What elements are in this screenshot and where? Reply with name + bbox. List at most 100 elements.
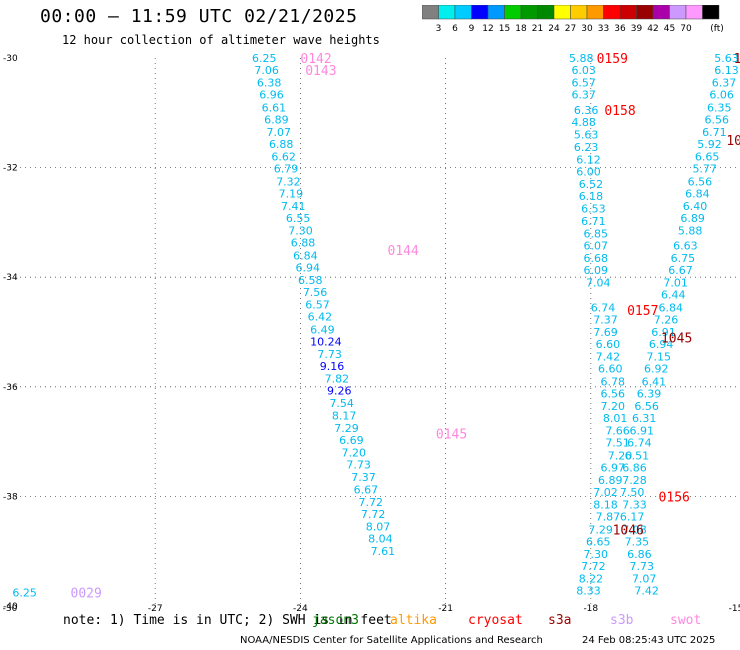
- wave-height-value: 6.67: [668, 264, 693, 277]
- page-subtitle: 12 hour collection of altimeter wave hei…: [62, 33, 380, 47]
- wave-height-value: 6.60: [598, 363, 623, 376]
- y-tick-label: -36: [3, 383, 18, 393]
- wave-height-value: 7.73: [346, 459, 371, 472]
- wave-height-value: 6.25: [12, 586, 36, 599]
- wave-height-value: 7.32: [276, 175, 301, 188]
- colorbar-tick-label: 12: [482, 24, 493, 34]
- legend-s3a: s3a: [548, 613, 572, 628]
- wave-height-value: 6.91: [651, 326, 676, 339]
- wave-height-value: 6.42: [308, 311, 333, 324]
- wave-height-value: 8.18: [593, 499, 618, 512]
- wave-height-value: 6.89: [264, 113, 289, 126]
- wave-height-value: 7.35: [625, 535, 650, 548]
- wave-height-value: 6.97: [600, 461, 625, 474]
- wave-height-value: 7.66: [605, 425, 630, 438]
- wave-height-value: 7.42: [634, 585, 659, 598]
- track-time-label: 0157: [627, 304, 658, 319]
- wave-height-value: 6.65: [695, 151, 720, 164]
- wave-height-value: 7.73: [317, 348, 342, 361]
- track-time-label: 0145: [436, 427, 467, 442]
- wave-height-value: 6.68: [584, 252, 609, 265]
- wave-height-value: 7.20: [600, 400, 625, 413]
- wave-height-value: 6.07: [584, 239, 609, 252]
- wave-height-value: 6.74: [627, 437, 652, 450]
- wave-height-value: 6.88: [269, 138, 294, 151]
- wave-height-value: 6.58: [298, 274, 323, 287]
- wave-height-value: 5.88: [678, 225, 703, 238]
- wave-height-value: 6.36: [574, 104, 599, 117]
- colorbar-tick-label: 70: [680, 24, 692, 34]
- wave-height-value: 6.35: [707, 101, 732, 114]
- generated-timestamp: 24 Feb 08:25:43 UTC 2025: [582, 635, 716, 646]
- wave-height-value: 5.63: [714, 52, 739, 65]
- wave-height-value: 6.94: [649, 338, 674, 351]
- wave-height-value: 7.07: [632, 573, 657, 586]
- wave-height-value: 9.26: [327, 385, 352, 398]
- wave-height-value: 6.65: [586, 535, 611, 548]
- wave-height-value: 7.50: [620, 486, 645, 499]
- wave-height-value: 6.56: [688, 175, 713, 188]
- wave-height-value: 7.41: [281, 200, 306, 213]
- wave-height-value: 7.33: [622, 499, 647, 512]
- wave-height-value: 6.06: [709, 89, 734, 102]
- wave-height-value: 5.63: [574, 129, 599, 142]
- wave-height-value: 6.92: [644, 363, 669, 376]
- wave-height-value: 7.20: [342, 447, 367, 460]
- wave-height-value: 7.69: [593, 326, 618, 339]
- wave-height-value: 6.67: [354, 483, 379, 496]
- color-scale-bar: 3 6 9 12 15 18 21 24 27 30 33 36 39 42 45 70 (ft): [422, 5, 724, 34]
- wave-height-value: 6.75: [671, 252, 696, 265]
- page-title: 00:00 – 11:59 UTC 02/21/2025: [40, 6, 358, 27]
- wave-height-value: 6.84: [685, 187, 710, 200]
- colorbar-tick-label: 15: [499, 24, 510, 34]
- wave-height-value: 6.56: [634, 400, 659, 413]
- wave-height-value: 6.71: [702, 126, 727, 139]
- wave-height-value: 7.56: [303, 286, 328, 299]
- wave-height-value: 6.31: [632, 412, 657, 425]
- wave-height-value: 7.19: [279, 187, 304, 200]
- wave-height-value: 5.88: [569, 52, 594, 65]
- track-time-label: 0144: [388, 244, 419, 259]
- colorbar-tick-label: 21: [532, 24, 543, 34]
- wave-height-value: 6.96: [259, 89, 284, 102]
- wave-height-value: 7.37: [351, 471, 376, 484]
- wave-height-value: 7.37: [593, 313, 618, 326]
- wave-height-value: 6.09: [584, 264, 609, 277]
- x-tick-label: -24: [293, 604, 308, 612]
- track-time-label: 0159: [597, 52, 628, 67]
- wave-height-value: 6.44: [661, 289, 686, 302]
- wave-height-value: 6.71: [581, 215, 606, 228]
- track-time-label: 1044: [726, 134, 740, 149]
- wave-height-value: 6.37: [712, 77, 737, 90]
- wave-height-value: 9.16: [320, 360, 345, 373]
- track-time-label: 0142: [300, 52, 331, 67]
- colorbar-tick-label: 33: [598, 24, 609, 34]
- wave-height-value: 6.53: [581, 203, 606, 216]
- wave-height-value: 7.54: [329, 397, 354, 410]
- colorbar-tick-label: 45: [664, 24, 675, 34]
- colorbar-tick-label: 30: [581, 24, 593, 34]
- y-tick-label: -38: [3, 492, 18, 502]
- colorbar-tick-label: 24: [548, 24, 560, 34]
- legend-jason3: jason3: [312, 613, 359, 628]
- wave-height-value: 6.63: [673, 239, 698, 252]
- x-tick-label: -18: [583, 604, 598, 612]
- wave-height-value: 8.07: [366, 521, 391, 534]
- wave-height-value: 6.61: [262, 101, 287, 114]
- wave-height-value: 7.20: [608, 449, 633, 462]
- wave-height-value: 6.89: [680, 212, 705, 225]
- x-tick-label: -30: [3, 604, 18, 612]
- colorbar-tick-label: 36: [614, 24, 626, 34]
- track-time-label: 0143: [305, 64, 336, 79]
- x-tick-label: -15: [729, 604, 740, 612]
- wave-height-value: 6.84: [659, 301, 684, 314]
- wave-height-value: 7.08: [622, 523, 647, 536]
- wave-height-value: 6.37: [571, 89, 596, 102]
- wave-height-value: 6.17: [620, 511, 645, 524]
- footnote: note: 1) Time is in UTC; 2) SWH is in fe…: [63, 613, 392, 628]
- wave-height-value: 6.57: [571, 77, 596, 90]
- colorbar-tick-label: 9: [469, 24, 475, 34]
- wave-height-value: 6.56: [705, 113, 730, 126]
- wave-height-value: 7.82: [325, 373, 350, 386]
- wave-height-value: 6.86: [627, 548, 652, 561]
